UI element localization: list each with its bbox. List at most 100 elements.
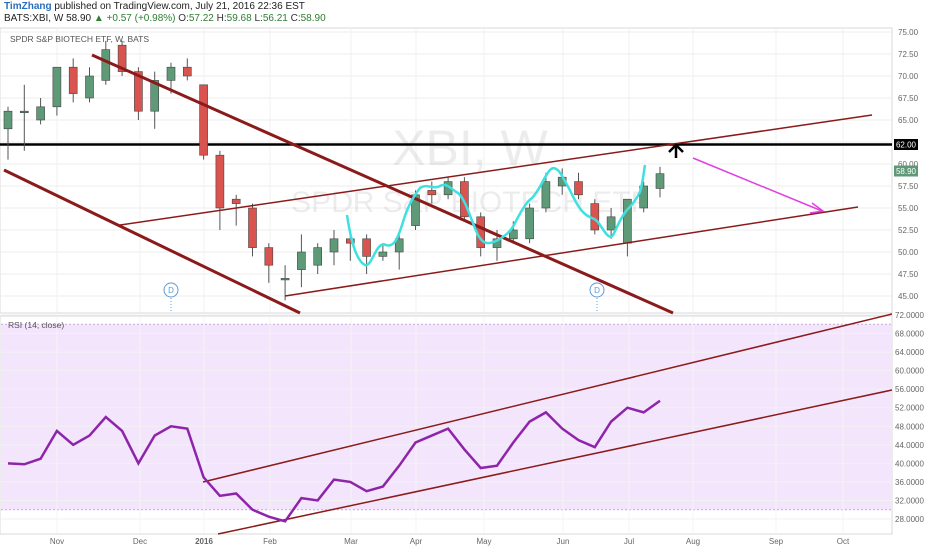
last-price-label: 58.90 (896, 167, 917, 176)
author-link[interactable]: TimZhang (4, 1, 52, 12)
gridlines (1, 29, 891, 533)
last-price-tag: 58.90 (894, 165, 918, 177)
candle-body (264, 247, 274, 266)
rsi-tick-label: 72.0000 (895, 311, 924, 320)
candle-body (101, 49, 111, 81)
time-tick-label: Jun (557, 537, 570, 546)
candle-body (19, 110, 29, 113)
candle-body (508, 229, 518, 240)
rsi-line[interactable] (7, 399, 661, 523)
symbol-label: BATS:XBI, W (4, 13, 64, 24)
up-arrow-icon[interactable] (668, 143, 684, 158)
candle-body (150, 80, 159, 112)
candle (199, 84, 208, 160)
time-tick-label: Feb (263, 537, 277, 546)
candle (313, 243, 323, 274)
rsi-tick-label: 32.0000 (895, 496, 924, 505)
price-change: ▲ +0.57 (+0.98%) (93, 13, 176, 24)
candle-body (541, 181, 551, 209)
upper-descending-line[interactable] (91, 53, 674, 315)
published-text: published on TradingView.com, July 21, 2… (54, 1, 305, 12)
open-label: O: (178, 13, 189, 24)
price-tick-label: 45.00 (898, 292, 919, 301)
candle-body (606, 216, 616, 231)
time-tick-label: May (476, 537, 491, 546)
candle-body (248, 207, 257, 248)
candle (3, 106, 13, 160)
candle (68, 58, 78, 103)
candle-body (68, 66, 78, 94)
candle-body (394, 238, 404, 253)
high-value: 59.68 (226, 13, 252, 24)
high-label: H: (216, 13, 227, 24)
candle-body (117, 44, 127, 72)
level-price-label: 62.00 (896, 141, 917, 150)
rsi-pane-title: RSI (14, close) (8, 320, 64, 330)
last-price: 58.90 (66, 13, 92, 24)
candle-body (199, 84, 208, 156)
candle (101, 40, 111, 85)
candle (215, 150, 225, 230)
forecast-arrow-icon[interactable] (692, 157, 825, 214)
candle (460, 177, 469, 222)
candle (574, 172, 583, 200)
dividend-marker[interactable]: D (589, 282, 605, 313)
candle (541, 172, 551, 213)
price-tick-label: 57.50 (898, 182, 919, 191)
dividend-marker-label: D (594, 286, 600, 295)
price-tick-label: 75.00 (898, 28, 919, 37)
candle-body (231, 198, 241, 204)
swing-path[interactable] (345, 164, 647, 267)
close-label: C: (290, 13, 301, 24)
dividend-marker[interactable]: D (163, 282, 179, 313)
time-tick-label: Mar (344, 537, 358, 546)
rsi-tick-label: 48.0000 (895, 422, 924, 431)
time-tick-label: 2016 (195, 537, 213, 546)
candle-body (313, 247, 323, 266)
ascending-channel-upper[interactable] (119, 114, 873, 226)
price-tick-label: 67.50 (898, 94, 919, 103)
candle (36, 98, 45, 125)
price-tick-label: 47.50 (898, 270, 919, 279)
rsi-tick-label: 52.0000 (895, 404, 924, 413)
rsi-y-axis: 72.0000 68.0000 64.0000 60.0000 56.0000 52.00… (895, 311, 924, 524)
rsi-channel-lower[interactable] (217, 389, 893, 535)
candle-body (36, 106, 45, 121)
candle (329, 230, 339, 266)
candle-body (427, 190, 437, 196)
candles (3, 40, 665, 301)
time-tick-label: Nov (50, 537, 64, 546)
candle (248, 203, 257, 257)
candle-body (3, 110, 13, 130)
level-price-tag: 62.00 (894, 139, 918, 150)
candle (117, 40, 127, 76)
low-value: 56.21 (262, 13, 288, 24)
candle-body (639, 185, 649, 209)
candle-body (345, 238, 355, 244)
rsi-tick-label: 44.0000 (895, 441, 924, 450)
watermark-symbol: XBI, W (392, 120, 548, 176)
candle (183, 58, 192, 81)
dividend-marker-label: D (168, 286, 174, 295)
candle-body (280, 278, 290, 281)
price-tick-label: 65.00 (898, 116, 919, 125)
time-tick-label: Dec (133, 537, 147, 546)
lower-descending-line[interactable] (3, 168, 301, 315)
low-label: L: (254, 13, 263, 24)
close-value: 58.90 (300, 13, 326, 24)
candle (150, 71, 159, 129)
price-tick-label: 52.50 (898, 226, 919, 235)
ascending-channel-lower[interactable] (284, 206, 859, 297)
candle (264, 243, 274, 283)
candle (19, 84, 29, 151)
price-tick-label: 60.00 (898, 160, 919, 169)
candle-body (378, 251, 388, 257)
candle-body (52, 66, 62, 108)
candle (52, 66, 62, 116)
candle-body (655, 173, 665, 189)
candle (280, 265, 290, 301)
rsi-channel-upper[interactable] (202, 313, 893, 483)
candle (525, 203, 534, 244)
candle-body (183, 66, 192, 77)
